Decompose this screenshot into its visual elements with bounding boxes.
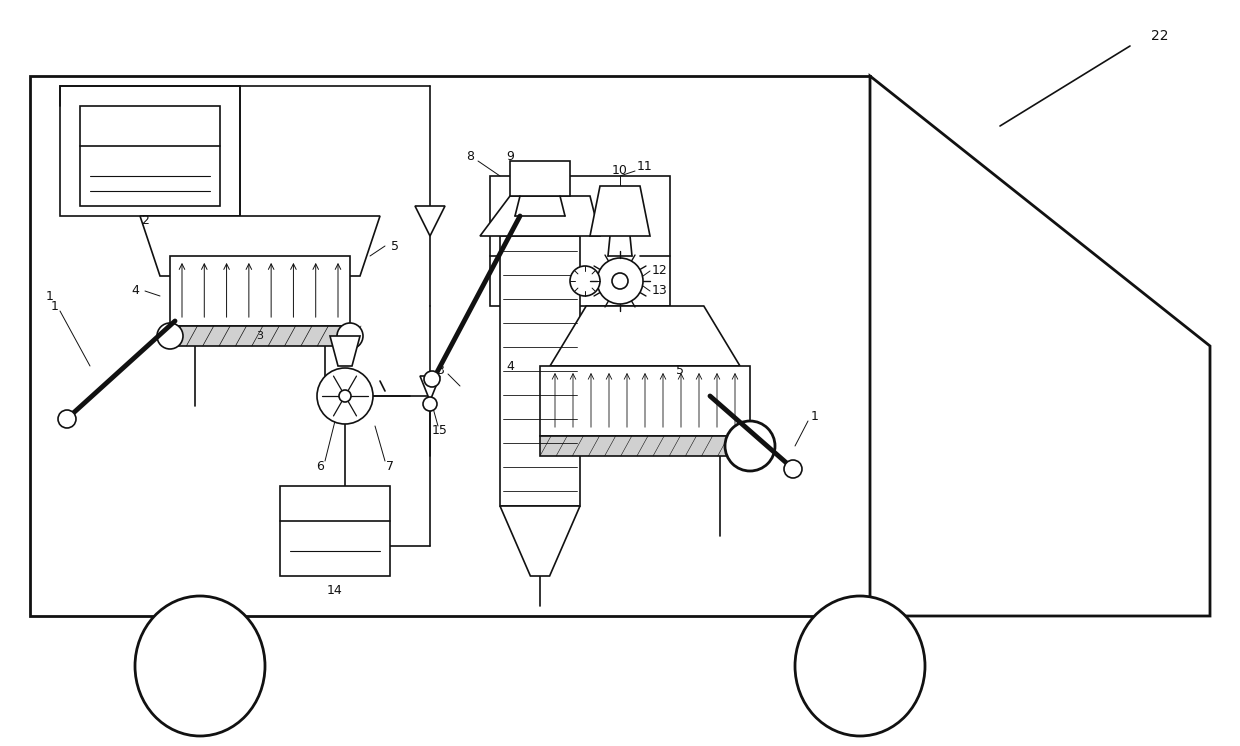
Circle shape [157,323,184,349]
Bar [30,76,870,616]
Text: 13: 13 [652,284,668,298]
Text: 9: 9 [506,149,513,163]
Text: 10: 10 [613,165,627,178]
Polygon shape [551,306,740,366]
Bar [60,86,241,216]
Circle shape [423,397,436,411]
Text: 12: 12 [652,265,668,278]
Bar [170,256,350,326]
Polygon shape [870,76,1210,616]
Circle shape [337,323,363,349]
Circle shape [58,410,76,428]
Text: 8: 8 [466,149,474,163]
Text: 3: 3 [257,331,263,341]
Text: 4: 4 [506,360,513,372]
Bar [539,366,750,436]
Circle shape [317,368,373,424]
Text: 1: 1 [51,299,60,313]
Ellipse shape [795,596,925,736]
Ellipse shape [135,596,265,736]
Circle shape [570,266,600,296]
Bar [490,176,670,306]
Text: 22: 22 [1151,29,1169,43]
Polygon shape [415,206,445,236]
Bar [81,106,219,206]
Text: 2: 2 [141,215,149,228]
Circle shape [596,258,644,304]
Text: 7: 7 [386,460,394,472]
Text: 5: 5 [676,365,684,377]
Text: 6: 6 [316,460,324,472]
Text: 5: 5 [391,239,399,252]
Polygon shape [590,186,650,236]
Circle shape [424,371,440,387]
Text: 3: 3 [436,365,444,377]
Polygon shape [480,196,600,236]
Polygon shape [140,216,379,276]
Circle shape [613,273,627,289]
Text: 4: 4 [131,284,139,298]
Circle shape [725,421,775,471]
Polygon shape [500,506,580,576]
Text: 1: 1 [46,289,53,302]
Text: 14: 14 [327,585,343,598]
Circle shape [339,390,351,402]
Polygon shape [330,336,360,366]
Text: 15: 15 [432,424,448,437]
Text: 1: 1 [811,410,818,422]
Bar [280,486,391,576]
Bar [539,436,750,456]
Bar [170,326,350,346]
Bar [510,161,570,196]
Polygon shape [420,376,440,401]
Text: 11: 11 [637,160,653,172]
Bar [500,236,580,506]
Circle shape [784,460,802,478]
